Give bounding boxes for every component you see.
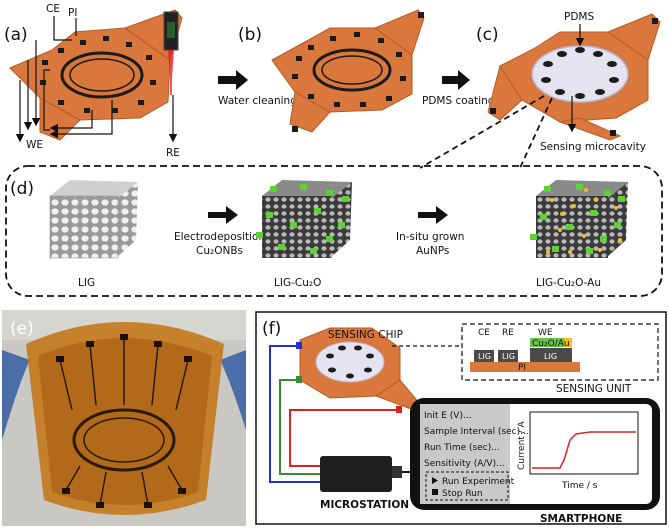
label-electrodeposition: Electrodeposition [174,231,265,243]
run-controls [425,471,509,501]
chip-c [487,13,661,141]
label-lig-cu2o-au: LIG-Cu₂O-Au [536,277,601,289]
panel-label-c: (c) [476,25,499,45]
stop-icon [432,489,438,495]
lig-cube [49,180,138,259]
label-sensing-chip: SENSING CHIP [328,329,403,341]
unit-lig-2: LIG [502,352,515,361]
arrow-water [218,70,248,90]
label-pdms-coating: PDMS coating [422,95,494,107]
chip-f [299,327,421,411]
photo-flexible-chip [2,310,246,526]
unit-ce: CE [478,328,490,338]
lig-cu2o-cube [256,180,352,258]
label-sensing-microcavity: Sensing microcavity [540,141,646,153]
arrow-pdms [442,70,470,90]
chip-b [271,9,425,133]
run-experiment-button[interactable]: Run Experiment [442,477,515,487]
label-cu2onbs: Cu₂ONBs [196,245,243,257]
label-sensing-unit: SENSING UNIT [556,383,632,395]
panel-label-e: (e) [10,319,34,339]
menu-sensitivity[interactable]: Sensitivity (A/V)... [424,459,505,469]
panel-label-b: (b) [238,25,262,45]
label-pi: PI [68,7,77,19]
unit-we: WE [538,328,553,338]
unit-re: RE [502,328,514,338]
arrow-electrodeposition [208,206,238,224]
label-lig: LIG [78,277,95,289]
label-insitu: In-situ grown [396,231,464,243]
stop-run-button[interactable]: Stop Run [442,489,483,499]
menu-run-time[interactable]: Run Time (sec)... [424,443,500,453]
current-time-plot [529,411,639,475]
label-pdms: PDMS [564,11,594,23]
unit-lig-1: LIG [478,352,491,361]
unit-lig-3: LIG [544,352,557,361]
laser-icon [163,11,179,95]
unit-cu2o-au: Cu₂O/Au [532,339,570,349]
plot-xlabel: Time / s [561,481,598,491]
label-aunps: AuNPs [416,245,449,257]
label-smartphone: SMARTPHONE [540,513,622,525]
panel-label-a: (a) [4,25,28,45]
arrow-insitu [418,206,448,224]
panel-d-frame [5,165,663,297]
panel-label-d: (d) [10,179,34,199]
label-water-cleaning: Water cleaning [218,95,297,107]
play-icon [432,477,438,484]
label-lig-cu2o: LIG-Cu₂O [274,277,321,289]
label-ce: CE [46,3,60,15]
label-microstation: MICROSTATION [320,499,409,511]
plot-ylabel: Current / A [517,420,527,470]
menu-init-e[interactable]: Init E (V)... [424,411,472,421]
menu-sample-interval[interactable]: Sample Interval (sec)... [424,427,529,437]
label-re: RE [166,147,180,159]
label-we: WE [26,139,43,151]
lig-cu2o-au-cube [530,180,628,258]
unit-pi: PI [518,363,526,373]
panel-label-f: (f) [262,319,281,339]
wires-a [15,16,178,143]
